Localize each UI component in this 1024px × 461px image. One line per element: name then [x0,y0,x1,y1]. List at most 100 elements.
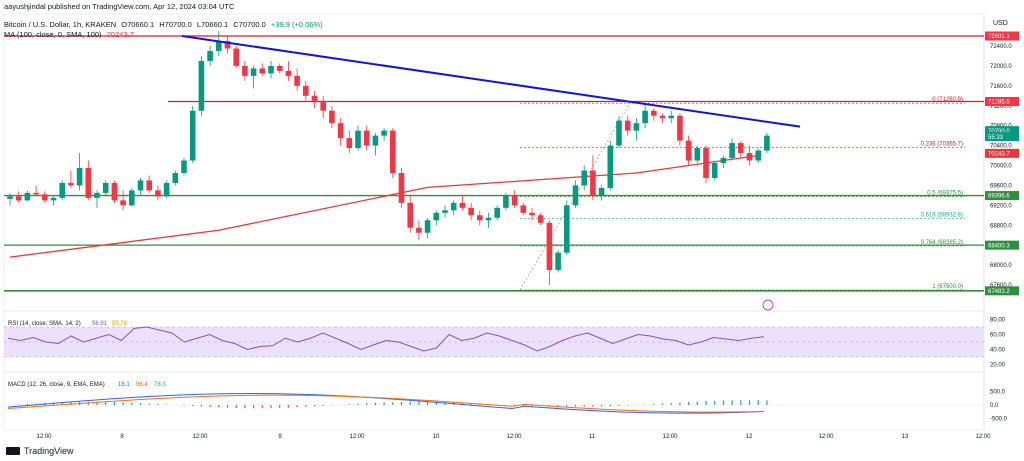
candle-body [85,167,92,198]
rsi-tick-label: 40.00 [990,348,1006,354]
candle-body [503,195,509,208]
candle-body [442,210,448,213]
candle-body [259,68,266,74]
candle-body [459,202,466,208]
candle-body [468,207,474,216]
candle-body [163,182,170,197]
brand-name: TradingView [24,446,74,456]
candle-body [529,212,535,216]
candle-body [677,115,683,141]
candle-body [129,190,135,206]
macd-label: MACD (12, 26, close, 9, EMA, EMA) [8,382,105,388]
candle-body [607,145,614,188]
candle-body [729,143,735,159]
moving-average-line [9,154,759,258]
candle-body [659,115,666,119]
y-tick-label: 69600.0 [990,183,1012,189]
x-tick-label: 11 [589,434,596,440]
y-tick-label: 69200.0 [990,203,1012,209]
candle-body [755,150,761,161]
price-tag-label: 67483.2 [988,289,1010,295]
x-tick-label: 9 [278,434,282,440]
candle-body [685,140,692,161]
price-tag-box [985,286,1019,296]
y-tick-label: 72000.0 [990,64,1012,70]
candle-body [111,182,118,201]
ma-value: 70243.7 [106,30,134,39]
y-tick-label: 70400.0 [990,144,1012,150]
candle-body [616,120,622,146]
candle-body [320,100,326,111]
candle-body [216,41,222,51]
symbol-name: Bitcoin / U.S. Dollar, 1h, KRAKEN [4,20,117,29]
y-tick-label: 72400.0 [990,44,1012,50]
candle-body [50,197,57,201]
candle-body [494,207,500,218]
candle-body [511,195,518,206]
candle-body [146,180,152,191]
price-tag-box [985,148,1019,158]
candle-body [598,187,605,196]
x-tick-label: 12:00 [36,434,52,440]
candle-body [477,215,483,221]
macd-tick-label: 0.0 [990,403,999,409]
candle-body [7,196,13,199]
lightning-icon [762,299,774,311]
rsi-line [7,326,765,352]
y-tick-label: 71600.0 [990,84,1012,90]
macd-signal-line [7,394,765,413]
y-tick-label: 67600.0 [990,283,1012,289]
rsi-band [4,327,984,357]
candle-body [172,172,179,183]
candle-body [42,194,48,201]
price-tag-box [985,96,1019,106]
candle-body [581,170,587,186]
candle-body [276,65,283,71]
candle-body [233,48,239,66]
candle-body [572,185,579,206]
candle-body [555,252,561,271]
x-tick-label: 13 [902,434,909,440]
candle-body [398,172,405,203]
y-tick-label: 68800.0 [990,223,1012,229]
price-tag-label: 55:33 [988,135,1004,141]
high-value: H70700.0 [159,20,192,29]
rsi-value-2: 50.78 [112,321,128,327]
candle-body [450,202,457,211]
price-tag-label: 69396.6 [988,194,1010,200]
candle-body [537,215,544,223]
candle-body [137,180,144,191]
y-tick-label: 71200.0 [990,104,1012,110]
x-tick-label: 12:00 [506,434,522,440]
x-tick-label: 12:00 [349,434,365,440]
published-by: aayushjindal published on TradingView.co… [4,2,235,11]
low-value: L70660.1 [196,20,229,29]
price-tag-label: 72601.1 [988,34,1010,40]
candle-body [285,70,292,76]
price-tag-label: 71285.5 [988,100,1010,106]
fib-level-label: 1 (67500.0) [932,284,963,290]
candle-body [624,120,631,131]
candle-body [181,160,187,173]
candle-body [416,227,422,233]
candle-body [407,202,413,228]
candle-body [433,212,440,221]
fib-level-label: 0.764 (68385.2) [921,240,963,246]
tradingview-logo-icon [6,447,20,455]
candle-body [381,130,387,136]
x-tick-label: 12:00 [975,434,991,440]
price-tag-label: 68400.3 [988,243,1010,249]
candle-body [294,75,300,86]
candle-body [738,143,744,154]
candle-body [703,148,709,178]
open-value: O70660.1 [121,20,155,29]
macd-value-3: 78.3 [154,382,166,388]
candle-body [224,41,231,49]
chart-frame [3,13,985,431]
price-tag-label: 70243.7 [988,152,1010,158]
candle-body [485,217,492,221]
candle-body [15,196,22,201]
candle-body [668,115,674,119]
candle-body [94,192,100,198]
